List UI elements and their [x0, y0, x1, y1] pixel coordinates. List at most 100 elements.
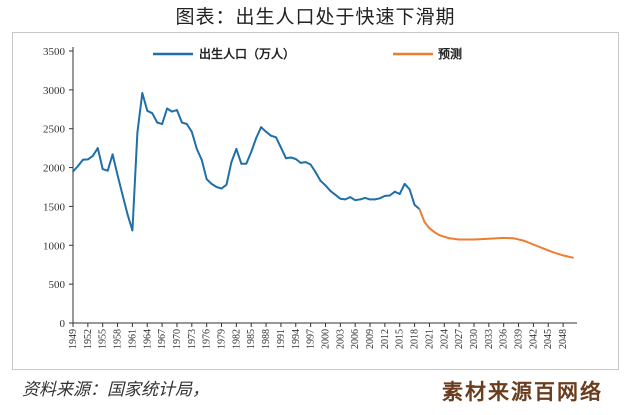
data-point-births — [379, 197, 381, 200]
data-point-births — [339, 197, 342, 200]
data-point-forecast — [433, 231, 436, 233]
chart-frame: 0 500 1000 1500 2000 2500 3000 3500 1949 1952 1955… — [12, 32, 619, 370]
legend-label-forecast: 预测 — [438, 46, 462, 61]
data-point-births — [106, 169, 109, 172]
data-point-forecast — [532, 243, 535, 246]
y-tick-label: 1500 — [43, 201, 66, 213]
x-tick-label: 2045 — [543, 329, 554, 349]
x-tick-label: 2015 — [395, 329, 406, 349]
data-point-births — [171, 110, 173, 113]
data-point-births — [225, 183, 228, 186]
x-tick-label: 2021 — [424, 329, 435, 349]
data-point-births — [309, 163, 312, 166]
data-point-births — [101, 168, 104, 171]
data-point-forecast — [473, 238, 475, 241]
data-point-births — [354, 199, 357, 202]
data-point-births — [215, 186, 218, 188]
data-point-forecast — [487, 237, 490, 240]
data-point-forecast — [522, 239, 525, 242]
data-point-births — [176, 109, 178, 111]
x-tick-label: 2039 — [514, 329, 525, 349]
x-tick-label: 2030 — [469, 329, 480, 349]
data-point-births — [151, 112, 154, 115]
x-tick-label: 1994 — [291, 329, 302, 349]
x-tick-label: 1979 — [217, 329, 228, 349]
data-point-births — [131, 229, 134, 232]
x-tick-label: 2036 — [499, 329, 510, 349]
series-line-forecast — [418, 208, 574, 259]
data-point-forecast — [438, 234, 441, 237]
data-point-births — [408, 188, 411, 191]
data-point-births — [72, 170, 74, 173]
data-point-births — [284, 157, 287, 160]
data-point-births — [235, 148, 238, 150]
birth-chart: 0 500 1000 1500 2000 2500 3000 3500 1949 1952 1955… — [43, 46, 577, 349]
x-tick-label: 1982 — [231, 329, 242, 349]
x-tick-label: 1988 — [261, 329, 272, 349]
x-tick-label: 2048 — [558, 329, 569, 349]
data-point-births — [334, 193, 337, 196]
data-point-births — [200, 158, 203, 161]
x-tick-label: 1997 — [306, 329, 317, 349]
source-note: 资料来源：国家统计局， — [22, 380, 209, 400]
x-tick-label: 2006 — [350, 329, 361, 349]
data-point-forecast — [428, 227, 431, 230]
data-point-births — [270, 134, 272, 137]
data-point-births — [250, 151, 253, 153]
data-point-forecast — [423, 221, 426, 223]
data-point-births — [388, 194, 391, 197]
data-point-births — [82, 158, 84, 161]
x-tick-label: 1991 — [276, 329, 287, 349]
x-tick-label: 1967 — [157, 329, 168, 349]
data-point-births — [220, 187, 223, 190]
page-title: 图表：出生人口处于快速下滑期 — [175, 6, 456, 28]
x-tick-label: 1985 — [246, 329, 257, 349]
data-point-births — [383, 195, 386, 197]
data-point-births — [111, 153, 114, 156]
data-point-births — [289, 156, 292, 159]
data-point-forecast — [552, 251, 555, 254]
data-point-forecast — [443, 235, 446, 238]
x-tick-label: 2018 — [410, 329, 421, 349]
x-tick-label: 1952 — [83, 329, 94, 349]
data-point-births — [146, 109, 149, 112]
data-point-births — [344, 198, 347, 201]
data-point-births — [141, 92, 144, 94]
data-point-births — [314, 171, 317, 174]
data-point-births — [374, 198, 376, 201]
x-tick-label: 1955 — [98, 329, 109, 349]
data-point-births — [91, 155, 94, 157]
data-point-births — [319, 179, 322, 182]
data-point-births — [121, 193, 124, 196]
data-point-births — [195, 148, 198, 150]
data-point-forecast — [448, 237, 451, 240]
data-point-births — [349, 196, 352, 199]
x-tick-label: 2003 — [335, 329, 346, 349]
data-point-births — [205, 178, 208, 181]
data-point-births — [260, 126, 263, 129]
data-point-births — [275, 136, 277, 139]
data-point-births — [403, 182, 406, 185]
data-point-births — [364, 196, 366, 199]
data-point-births — [294, 158, 297, 160]
x-tick-label: 2024 — [439, 329, 450, 349]
data-point-forecast — [418, 208, 421, 211]
y-tick-label: 0 — [60, 318, 66, 330]
y-tick-label: 500 — [49, 279, 66, 291]
y-tick-label: 1000 — [43, 240, 66, 252]
data-point-births — [359, 198, 362, 201]
data-point-births — [96, 147, 99, 150]
data-point-births — [324, 184, 327, 187]
data-point-births — [185, 123, 188, 125]
x-tick-label: 1973 — [187, 329, 198, 349]
data-point-births — [210, 182, 213, 185]
data-point-births — [329, 189, 332, 192]
data-point-births — [116, 174, 119, 177]
x-tick-label: 2033 — [484, 329, 495, 349]
data-point-births — [280, 146, 282, 149]
y-tick-label: 3500 — [43, 46, 66, 58]
y-tick-label: 2500 — [43, 124, 66, 136]
data-point-forecast — [502, 237, 505, 239]
data-point-births — [245, 162, 248, 165]
data-point-births — [240, 162, 243, 165]
